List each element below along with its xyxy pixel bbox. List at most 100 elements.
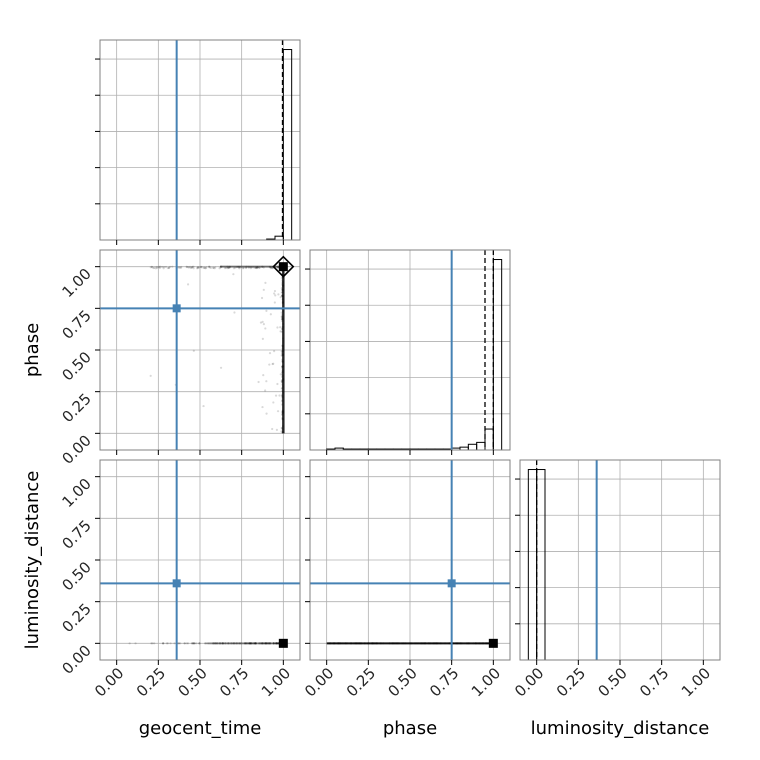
sample-point: [158, 266, 161, 270]
sample-point: [400, 642, 403, 645]
sample-point: [281, 316, 284, 319]
sample-point: [280, 387, 284, 390]
sample-point: [243, 642, 247, 645]
y-axis-label-luminosity-distance: luminosity_distance: [22, 471, 43, 650]
y-gridlines: [100, 476, 300, 644]
sample-point: [257, 642, 261, 645]
x-axis-label-phase: phase: [383, 718, 437, 739]
x-axis-label-luminosity-distance: luminosity_distance: [531, 718, 710, 739]
sample-point: [280, 379, 283, 383]
sample-point: [281, 288, 284, 291]
sample-point: [274, 394, 278, 397]
sample-point: [262, 374, 265, 377]
sample-point: [253, 642, 257, 645]
sample-point: [232, 642, 235, 645]
sample-point: [281, 352, 284, 355]
sample-point: [338, 642, 341, 645]
sample-point: [268, 642, 271, 645]
x-tick-label-3: 0.75: [636, 664, 672, 700]
sample-point: [268, 642, 271, 645]
sample-point: [259, 642, 262, 645]
sample-point: [281, 413, 284, 416]
x-tick-label-0: 0.00: [511, 664, 547, 700]
sample-point: [236, 642, 239, 645]
sample-point: [281, 344, 285, 347]
sample-point: [281, 353, 285, 356]
sample-point: [428, 642, 432, 645]
sample-point: [162, 266, 166, 269]
sample-point: [261, 337, 264, 340]
sample-point: [179, 642, 182, 645]
sample-point: [242, 267, 245, 270]
sample-point: [254, 642, 257, 645]
sample-point: [245, 642, 248, 645]
sample-point: [282, 411, 285, 414]
sample-point: [271, 427, 274, 431]
sample-point: [250, 642, 253, 645]
sample-point: [280, 354, 283, 357]
sample-point: [222, 642, 225, 645]
sample-point: [281, 393, 284, 396]
x-tick-label-2: 0.50: [174, 664, 210, 700]
marginal-panel-luminosity-distance: 0.00 0.25 0.50 0.75 1.00: [511, 459, 721, 700]
sample-point: [281, 347, 284, 350]
sample-point: [232, 267, 236, 270]
sample-point: [276, 266, 279, 269]
sample-point: [256, 266, 259, 269]
sample-point: [272, 642, 276, 645]
sample-point: [262, 642, 265, 645]
sample-point: [395, 642, 398, 645]
sample-point: [177, 266, 180, 269]
sample-point: [281, 294, 284, 297]
sample-point: [281, 327, 284, 330]
sample-point: [254, 266, 257, 269]
x-tick-label-0: 0.00: [301, 664, 337, 700]
sample-point: [261, 320, 264, 323]
sample-point: [355, 642, 358, 645]
sample-point: [245, 265, 248, 268]
sample-point: [243, 642, 246, 645]
x-tick-label-3: 0.75: [216, 664, 252, 700]
sample-point: [422, 642, 426, 645]
sample-point: [245, 642, 248, 645]
sample-point: [337, 642, 340, 645]
sample-point: [457, 642, 460, 645]
sample-point: [179, 266, 182, 270]
sample-point: [282, 341, 285, 344]
sample-point: [204, 642, 207, 645]
sample-point: [178, 266, 181, 269]
sample-point: [367, 642, 370, 645]
sample-point: [390, 642, 394, 645]
sample-point: [198, 642, 201, 645]
mode-marker: [278, 638, 288, 648]
sample-point: [266, 642, 269, 645]
sample-point: [280, 352, 284, 355]
sample-point: [468, 642, 471, 645]
sample-point: [280, 291, 283, 294]
sample-point: [281, 337, 285, 340]
sample-point: [420, 642, 423, 645]
sample-point: [235, 266, 238, 269]
sample-point: [250, 642, 253, 645]
sample-point: [354, 642, 357, 645]
sample-point: [281, 271, 285, 274]
sample-point: [253, 266, 257, 270]
sample-point: [261, 642, 264, 645]
sample-point: [280, 430, 283, 433]
sample-point: [280, 316, 284, 319]
sample-point: [339, 642, 342, 645]
sample-point: [249, 642, 252, 645]
sample-point: [281, 349, 284, 352]
sample-point: [254, 642, 258, 645]
sample-point: [248, 642, 252, 645]
sample-point: [151, 266, 154, 269]
sample-point: [226, 265, 229, 268]
sample-point: [370, 642, 374, 645]
sample-point: [224, 642, 227, 645]
sample-point: [215, 642, 218, 645]
sample-point: [169, 265, 172, 268]
sample-point: [484, 642, 487, 645]
sample-point: [259, 642, 262, 645]
sample-point: [238, 642, 241, 645]
sample-point: [183, 642, 186, 645]
